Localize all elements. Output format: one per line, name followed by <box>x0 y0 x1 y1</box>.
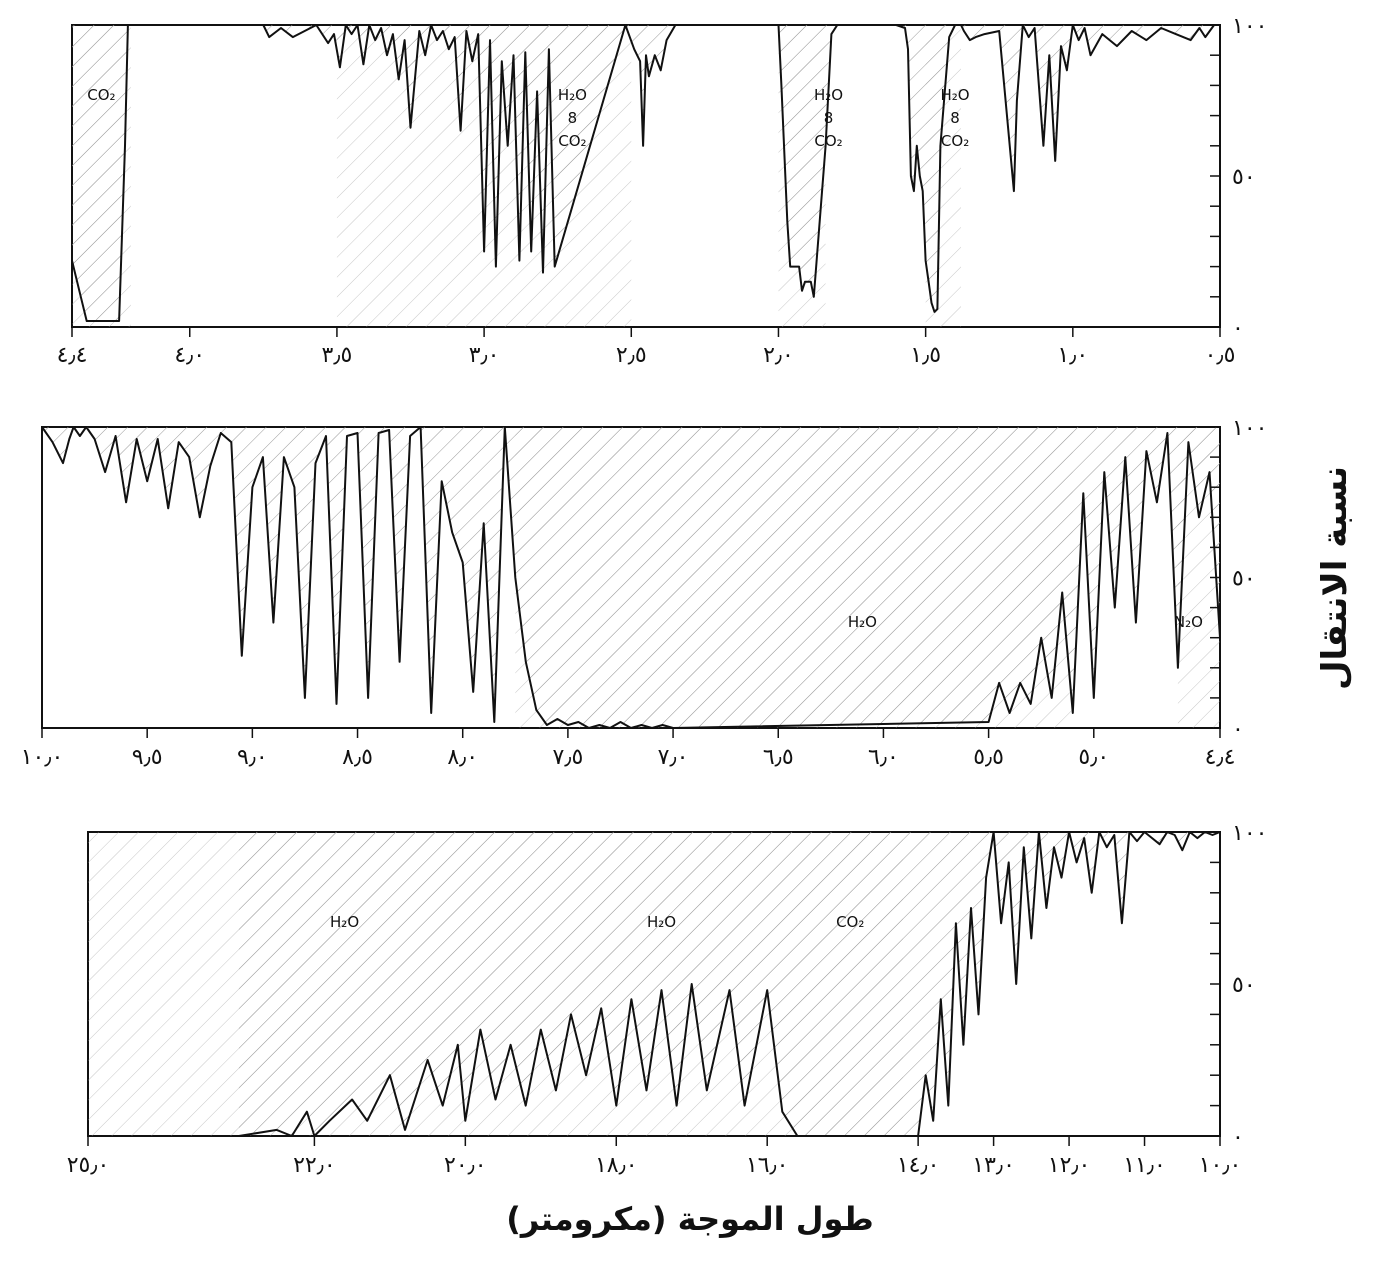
x-tick-label: ١٦٫٠ <box>746 1153 789 1178</box>
x-tick-label: ١٣٫٠ <box>972 1153 1015 1178</box>
x-tick-label: ٠٫٥ <box>1205 343 1236 368</box>
x-tick-label: ٩٫٠ <box>237 745 268 770</box>
x-tick-label: ٦٫٠ <box>868 745 899 770</box>
panel-bottom: ٢٥٫٠ ٢٢٫٠ ٢٠٫٠ ١٨٫٠ ١٦٫٠ ١٤٫٠ ١٣٫٠ ١٢٫٠ ١١٫٠ ١٠٫٠… <box>67 821 1268 1178</box>
band-label: H₂O <box>848 613 877 631</box>
x-tick-label: ١٤٫٠ <box>897 1153 940 1178</box>
x-tick-label: ٤٫٠ <box>174 343 205 368</box>
x-tick-label: ١١٫٠ <box>1123 1153 1166 1178</box>
band-label: H₂O <box>558 86 587 104</box>
band-label: N₂O <box>1174 613 1203 631</box>
x-tick-label: ٤٫٤ <box>57 343 88 368</box>
x-tick-label: ٢٫٠ <box>763 343 794 368</box>
transmission-line <box>238 831 1221 1137</box>
x-tick-label: ٧٫٥ <box>553 745 584 770</box>
band-label: CO₂ <box>87 86 115 104</box>
x-tick-label: ٥٫٠ <box>1078 745 1109 770</box>
band-label: H₂O <box>814 86 843 104</box>
y-tick-label: ١٠٠ <box>1232 416 1267 441</box>
transmission-line <box>71 24 1220 322</box>
x-tick-label: ١٫٠ <box>1057 343 1088 368</box>
absorption-band <box>336 25 632 327</box>
y-tick-label: ٥٠ <box>1232 165 1256 190</box>
y-tick-label: ١٠٠ <box>1232 14 1267 39</box>
band-label: 8 <box>568 109 578 127</box>
x-tick-label: ٣٫٥ <box>322 343 353 368</box>
y-tick-label: ٥٠ <box>1232 567 1256 592</box>
x-tick-label: ٣٫٠ <box>469 343 500 368</box>
band-label: CO₂ <box>836 913 864 931</box>
x-tick-label: ١٨٫٠ <box>595 1153 638 1178</box>
y-tick-label: ٠ <box>1232 316 1244 341</box>
band-label: H₂O <box>330 913 359 931</box>
band-label: CO₂ <box>814 132 842 150</box>
x-tick-label: ١٠٫٠ <box>1199 1153 1242 1178</box>
x-tick-label: ٨٫٠ <box>447 745 478 770</box>
band-label: CO₂ <box>941 132 969 150</box>
x-tick-label: ٨٫٥ <box>342 745 373 770</box>
band-label: H₂O <box>941 86 970 104</box>
absorption-band <box>804 832 904 1136</box>
x-tick-label: ٢٥٫٠ <box>67 1153 110 1178</box>
absorption-band <box>72 25 131 327</box>
y-tick-label: ١٠٠ <box>1232 821 1267 846</box>
x-tick-label: ٢٫٥ <box>616 343 647 368</box>
y-tick-label: ٥٠ <box>1232 973 1256 998</box>
band-label: CO₂ <box>558 132 586 150</box>
x-axis-label: طول الموجة (مكرومتر) <box>506 1200 874 1238</box>
x-tick-label: ٢٢٫٠ <box>293 1153 336 1178</box>
x-tick-label: ٧٫٠ <box>658 745 689 770</box>
band-label: 8 <box>824 109 834 127</box>
x-tick-label: ٢٠٫٠ <box>444 1153 487 1178</box>
x-tick-label: ٤٫٤ <box>1205 745 1236 770</box>
y-tick-label: ٠ <box>1232 1125 1244 1150</box>
band-label: H₂O <box>647 913 676 931</box>
absorption-band <box>925 25 961 327</box>
absorption-band <box>88 832 805 1136</box>
y-axis-label: نسبة الانتقال <box>1315 465 1355 690</box>
band-label: 8 <box>950 109 960 127</box>
panel-middle: ١٠٫٠ ٩٫٥ ٩٫٠ ٨٫٥ ٨٫٠ ٧٫٥ ٧٫٠ ٦٫٥ ٦٫٠ ٥٫٥ ٥٫٠ ٤٫٤ ١٠٠… <box>21 416 1268 770</box>
x-tick-label: ١٢٫٠ <box>1048 1153 1091 1178</box>
x-tick-label: ١٫٥ <box>910 343 941 368</box>
transmission-line <box>41 426 1221 729</box>
x-tick-label: ٦٫٥ <box>763 745 794 770</box>
x-tick-label: ٩٫٥ <box>132 745 163 770</box>
x-tick-label: ١٠٫٠ <box>21 745 64 770</box>
y-tick-label: ٠ <box>1232 717 1244 742</box>
panel-top: ٤٫٤ ٤٫٠ ٣٫٥ ٣٫٠ ٢٫٥ ٢٫٠ ١٫٥ ١٫٠ ٠٫٥ ١٠٠ ٥٠ ٠ CO₂ H₂O 8… <box>57 14 1268 368</box>
x-tick-label: ٥٫٥ <box>973 745 1004 770</box>
absorption-band <box>515 427 1073 728</box>
